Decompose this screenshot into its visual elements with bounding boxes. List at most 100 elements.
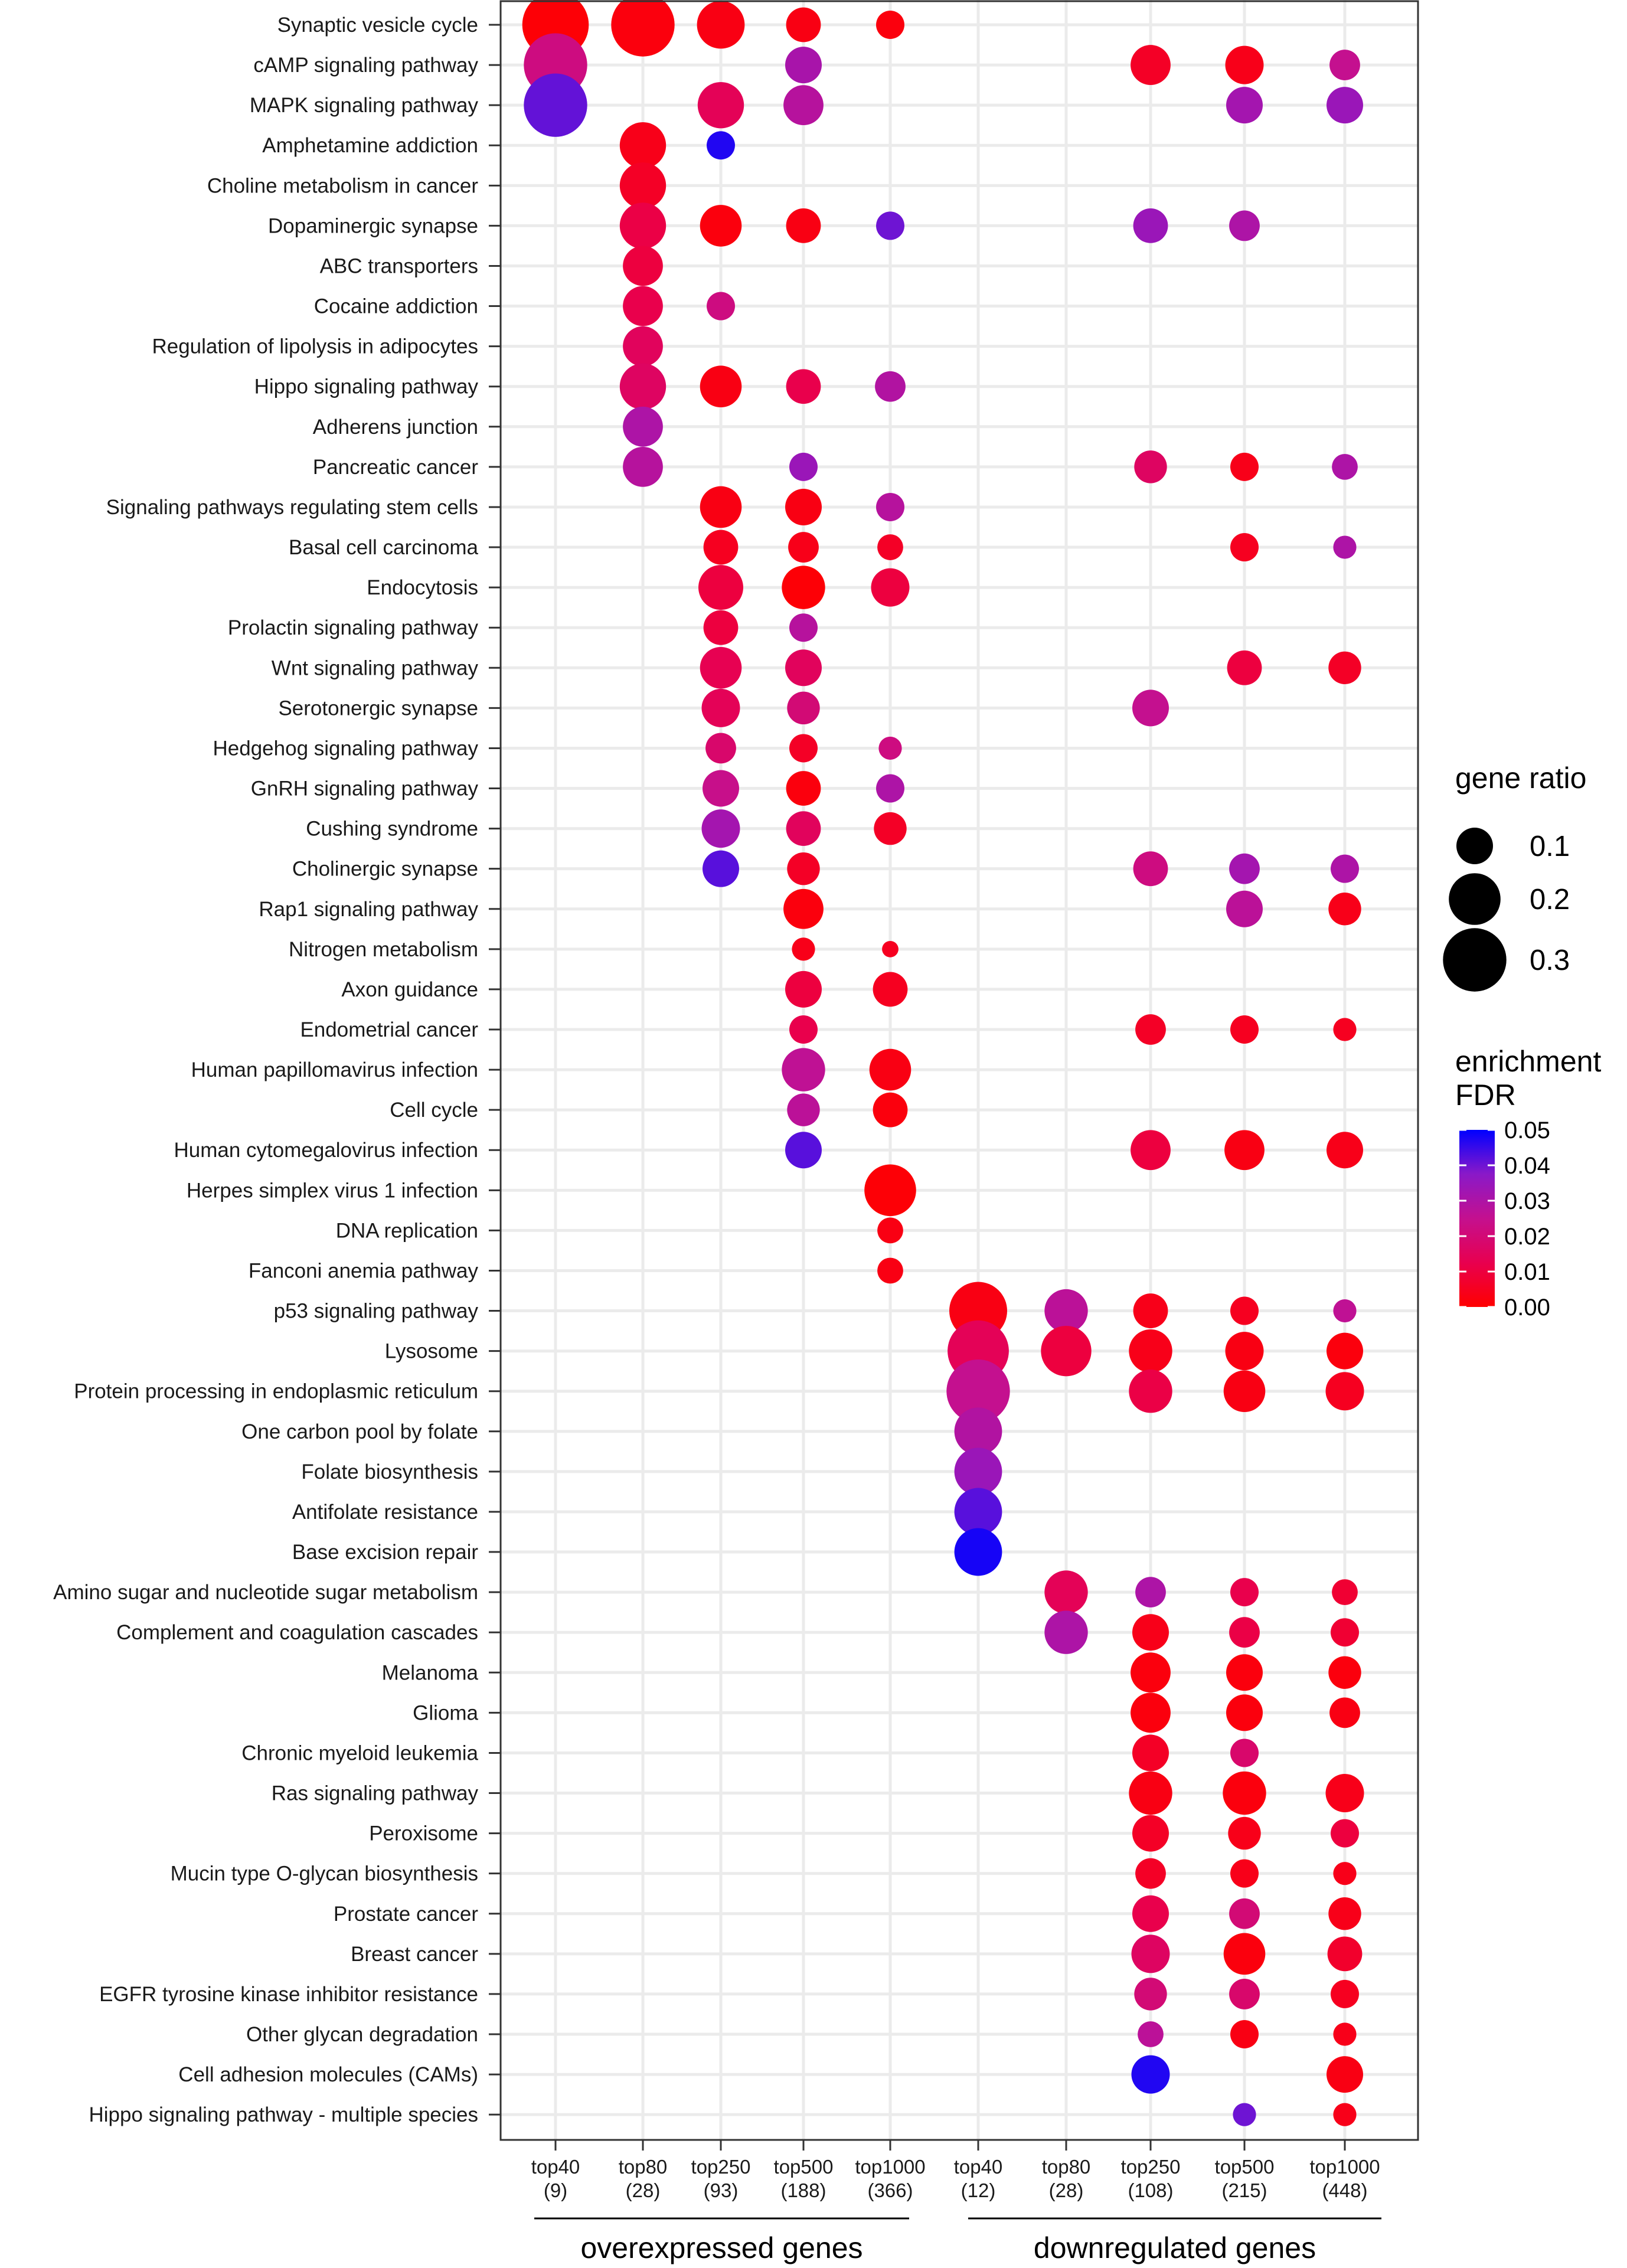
data-point (703, 610, 739, 645)
data-point (1327, 1332, 1363, 1370)
data-point (707, 131, 735, 160)
pathway-label: Signaling pathways regulating stem cells (106, 496, 478, 519)
pathway-label: Cholinergic synapse (292, 858, 478, 881)
data-point (1328, 1897, 1361, 1930)
data-point (1129, 1329, 1172, 1373)
pathway-label: Other glycan degradation (246, 2023, 478, 2046)
data-point (1228, 1816, 1261, 1850)
data-point (1329, 50, 1360, 80)
column-count: (28) (1049, 2179, 1084, 2201)
data-point (1333, 1299, 1357, 1323)
data-point (623, 326, 663, 367)
data-point (623, 246, 663, 286)
data-point (1328, 1656, 1361, 1689)
data-point (1333, 2022, 1357, 2046)
data-point (1230, 452, 1259, 481)
data-point (873, 972, 908, 1007)
data-point (1230, 1859, 1259, 1888)
color-legend-label: 0.02 (1504, 1224, 1550, 1250)
pathway-label: Mucin type O-glycan biosynthesis (171, 1862, 478, 1885)
data-point (1229, 1898, 1260, 1929)
data-point (1224, 1130, 1265, 1171)
pathway-label: Adherens junction (313, 416, 478, 439)
color-legend-label: 0.01 (1504, 1259, 1550, 1285)
pathway-label: Protein processing in endoplasmic reticu… (74, 1380, 478, 1403)
data-point (876, 774, 904, 803)
data-point (1230, 533, 1259, 562)
data-point (1325, 1372, 1364, 1411)
pathway-label: Amino sugar and nucleotide sugar metabol… (53, 1581, 478, 1604)
data-point (1223, 1933, 1266, 1975)
data-point (1133, 1293, 1168, 1328)
pathway-label: Pancreatic cancer (313, 456, 478, 479)
pathway-label: ABC transporters (320, 254, 478, 277)
data-point (1135, 1577, 1166, 1608)
data-point (782, 566, 825, 609)
data-point (619, 162, 667, 209)
pathway-label: DNA replication (336, 1219, 478, 1242)
data-point (1131, 1692, 1171, 1733)
grid-lines (501, 0, 1418, 2140)
data-point (1132, 1815, 1169, 1852)
data-point (707, 292, 735, 321)
pathway-label: Serotonergic synapse (278, 697, 478, 720)
pathway-label: Wnt signaling pathway (272, 656, 479, 679)
column-label: top40 (954, 2156, 1003, 2178)
data-point (1131, 45, 1171, 85)
column-count: (448) (1322, 2179, 1367, 2201)
pathway-label: GnRH signaling pathway (251, 777, 479, 800)
data-point (877, 1217, 903, 1244)
data-point (524, 73, 587, 137)
pathway-label: cAMP signaling pathway (253, 54, 478, 77)
data-point (1328, 651, 1361, 684)
data-point (1138, 2021, 1164, 2047)
data-point (1226, 1654, 1263, 1691)
data-point (876, 11, 904, 39)
data-point (703, 770, 739, 807)
data-point (1327, 2056, 1363, 2093)
data-point (1226, 890, 1263, 927)
pathway-label: Endometrial cancer (300, 1018, 478, 1041)
column-label: top40 (531, 2156, 580, 2178)
pathway-label: Breast cancer (351, 1943, 478, 1966)
data-point (1229, 1617, 1260, 1648)
pathway-label: Nitrogen metabolism (289, 938, 478, 961)
data-point (786, 208, 821, 243)
data-point (619, 122, 667, 169)
data-point (946, 1360, 1010, 1423)
group-label: overexpressed genes (580, 2231, 862, 2264)
data-point (1233, 2103, 1256, 2126)
data-point (1333, 535, 1357, 559)
data-point (785, 488, 822, 525)
column-label: top1000 (1309, 2156, 1380, 2178)
data-point (782, 1048, 825, 1091)
data-point (1132, 1895, 1169, 1932)
column-label: top1000 (855, 2156, 925, 2178)
data-point (1332, 453, 1358, 480)
data-point (786, 771, 821, 806)
size-legend-label: 0.1 (1530, 831, 1570, 862)
data-point (787, 1093, 820, 1126)
pathway-label: Cell adhesion molecules (CAMs) (178, 2063, 478, 2086)
pathway-label: Amphetamine addiction (262, 134, 478, 157)
data-point (954, 1528, 1002, 1576)
pathway-label: Lysosome (385, 1340, 478, 1363)
pathway-label: Cushing syndrome (306, 818, 478, 841)
data-point (1230, 2020, 1259, 2048)
size-legend-dot (1456, 828, 1493, 864)
pathway-label: Glioma (413, 1701, 478, 1724)
pathway-label: Prolactin signaling pathway (228, 616, 479, 639)
color-legend-label: 0.03 (1504, 1188, 1550, 1214)
pathway-label: Endocytosis (367, 576, 478, 599)
color-legend-title-line2: FDR (1455, 1079, 1516, 1112)
column-count: (12) (961, 2179, 996, 2201)
data-point (1133, 208, 1168, 243)
data-point (1225, 45, 1264, 84)
data-point (785, 1132, 822, 1169)
data-point (619, 363, 667, 410)
data-point (1229, 210, 1260, 241)
data-point (698, 565, 743, 610)
data-point (1132, 1734, 1169, 1772)
data-point (1333, 1862, 1357, 1885)
data-point (701, 688, 740, 727)
